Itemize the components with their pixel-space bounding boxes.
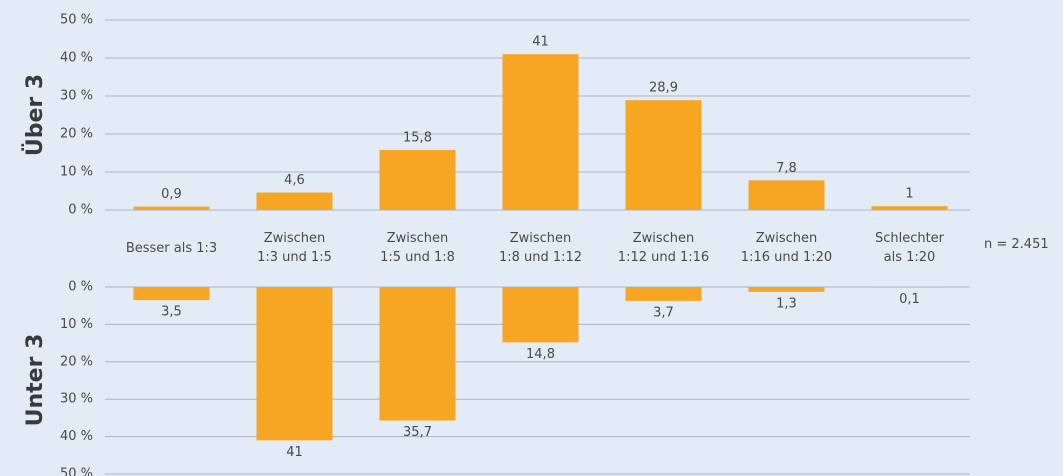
value-label: 28,9 xyxy=(649,81,678,96)
bar xyxy=(502,287,579,343)
bar xyxy=(748,287,825,292)
value-label: 7,8 xyxy=(776,161,797,176)
bar xyxy=(256,192,333,210)
x-tick-label: Zwischen 1:8 und 1:12 xyxy=(498,231,583,265)
bar xyxy=(625,287,702,301)
x-tick-label: Schlechter als 1:20 xyxy=(874,231,945,265)
bar xyxy=(748,180,825,210)
y-tick-label: 20 % xyxy=(60,354,93,369)
bar xyxy=(871,206,948,210)
value-label: 3,7 xyxy=(653,305,674,320)
y-tick-label: 0 % xyxy=(68,203,93,218)
bar xyxy=(133,287,210,301)
value-label: 0,9 xyxy=(161,187,182,202)
value-label: 41 xyxy=(532,35,549,50)
bar xyxy=(133,206,210,210)
x-tick-label: Zwischen 1:5 und 1:8 xyxy=(380,231,455,265)
bar xyxy=(256,287,333,441)
bar xyxy=(379,287,456,421)
value-label: 1,3 xyxy=(776,296,797,311)
value-label: 15,8 xyxy=(403,130,432,145)
value-label: 35,7 xyxy=(403,425,432,440)
bar xyxy=(502,54,579,211)
x-tick-label: Zwischen 1:12 und 1:16 xyxy=(617,231,710,265)
y-tick-label: 30 % xyxy=(60,392,93,407)
x-tick-label: Zwischen 1:16 und 1:20 xyxy=(740,231,833,265)
y-tick-label: 10 % xyxy=(60,317,93,332)
y-tick-label: 50 % xyxy=(60,467,93,476)
y-tick-label: 0 % xyxy=(68,280,93,295)
y-axis-title: Unter 3 xyxy=(23,334,48,427)
value-label: 4,6 xyxy=(284,173,305,188)
value-label: 14,8 xyxy=(526,347,555,362)
bar xyxy=(379,149,456,210)
y-tick-label: 30 % xyxy=(60,89,93,104)
y-axis-title: Über 3 xyxy=(22,74,48,156)
y-tick-label: 20 % xyxy=(60,127,93,142)
x-tick-label: Zwischen 1:3 und 1:5 xyxy=(257,231,332,265)
y-tick-label: 50 % xyxy=(60,13,93,28)
value-label: 3,5 xyxy=(161,305,182,320)
value-label: 41 xyxy=(286,445,303,460)
value-label: 1 xyxy=(905,187,913,202)
y-tick-label: 40 % xyxy=(60,51,93,66)
y-tick-label: 10 % xyxy=(60,165,93,180)
value-label: 0,1 xyxy=(899,292,920,307)
annotation: n = 2.451 xyxy=(984,237,1049,252)
bar xyxy=(625,100,702,210)
x-tick-label: Besser als 1:3 xyxy=(125,240,218,256)
y-tick-label: 40 % xyxy=(60,429,93,444)
